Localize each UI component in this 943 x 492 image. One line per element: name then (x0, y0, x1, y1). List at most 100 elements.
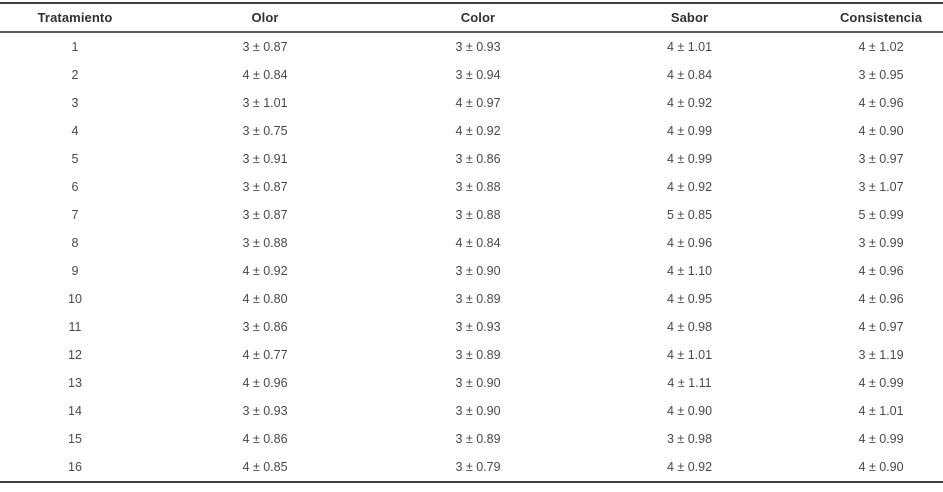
mean-sd-value: 4 ± 0.85 (150, 453, 380, 483)
table-row: 3 3 ± 1.01 4 ± 0.97 4 ± 0.92 4 ± 0.96 (0, 89, 943, 117)
mean-sd-value: 3 ± 0.79 (380, 453, 576, 483)
mean-sd-value: 3 ± 0.88 (455, 180, 501, 194)
mean-sd-value: 5 ± 0.85 (666, 208, 713, 222)
mean-sd-value: 3 ± 1.19 (858, 348, 904, 362)
mean-sd-value: 4 ± 0.99 (666, 124, 713, 138)
mean-sd-value: 4 ± 0.90 (858, 124, 904, 138)
mean-sd-value: 3 ± 0.90 (455, 404, 501, 418)
table-row: 6 3 ± 0.87 3 ± 0.88 4 ± 0.92 3 ± 1.07 (0, 173, 943, 201)
mean-sd-value: 4 ± 1.10 (666, 264, 713, 278)
mean-sd-value: 4 ± 0.92 (666, 180, 713, 194)
treatment-number: 15 (68, 432, 82, 446)
treatment-number: 11 (68, 320, 82, 334)
treatment-number: 4 (71, 124, 79, 138)
mean-sd-value: 3 ± 0.93 (455, 320, 501, 334)
mean-sd-value: 3 ± 0.90 (455, 376, 501, 390)
table-row: 2 4 ± 0.84 3 ± 0.94 4 ± 0.84 3 ± 0.95 (0, 61, 943, 89)
mean-sd-value: 3 ± 0.87 (242, 180, 288, 194)
table-row: 11 3 ± 0.86 3 ± 0.93 4 ± 0.98 4 ± 0.97 (0, 313, 943, 341)
mean-sd-value: 4 ± 1.01 (666, 348, 713, 362)
mean-sd-value: 4 ± 0.96 (858, 264, 904, 278)
mean-sd-value: 3 ± 0.88 (242, 236, 288, 250)
table-row: 15 4 ± 0.86 3 ± 0.89 3 ± 0.98 4 ± 0.99 (0, 425, 943, 453)
mean-sd-value: 4 ± 0.92 (455, 124, 501, 138)
mean-sd-value: 3 ± 0.89 (455, 348, 501, 362)
mean-sd-value: 4 ± 0.96 (242, 376, 288, 390)
mean-sd-value: 4 ± 0.77 (242, 348, 288, 362)
table-row: 10 4 ± 0.80 3 ± 0.89 4 ± 0.95 4 ± 0.96 (0, 285, 943, 313)
mean-sd-value: 3 ± 0.93 (455, 40, 501, 54)
mean-sd-value: 4 ± 0.96 (666, 236, 713, 250)
column-header-olor: Olor (150, 3, 380, 33)
treatment-number: 3 (71, 96, 79, 110)
mean-sd-value: 3 ± 0.94 (455, 68, 501, 82)
mean-sd-value: 4 ± 0.86 (242, 432, 288, 446)
mean-sd-value: 3 ± 0.99 (858, 236, 904, 250)
mean-sd-value: 3 ± 0.87 (242, 208, 288, 222)
column-header-consistencia: Consistencia (791, 3, 943, 33)
treatment-number: 7 (71, 208, 79, 222)
table-row: 9 4 ± 0.92 3 ± 0.90 4 ± 1.10 4 ± 0.96 (0, 257, 943, 285)
column-header-tratamiento: Tratamiento (0, 3, 150, 33)
mean-sd-value: 4 ± 0.80 (242, 292, 288, 306)
mean-sd-value: 4 ± 0.84 (242, 68, 288, 82)
treatment-number: 10 (68, 292, 82, 306)
mean-sd-value: 3 ± 0.91 (242, 152, 288, 166)
mean-sd-value: 3 ± 1.07 (858, 180, 904, 194)
mean-sd-value: 3 ± 0.89 (455, 432, 501, 446)
treatment-number: 9 (71, 264, 79, 278)
mean-sd-value: 4 ± 0.96 (858, 96, 904, 110)
table-row: 4 3 ± 0.75 4 ± 0.92 4 ± 0.99 4 ± 0.90 (0, 117, 943, 145)
mean-sd-value: 3 ± 0.89 (455, 292, 501, 306)
treatment-number: 2 (71, 68, 79, 82)
mean-sd-value: 4 ± 0.84 (455, 236, 501, 250)
table-row: 13 4 ± 0.96 3 ± 0.90 4 ± 1.11 4 ± 0.99 (0, 369, 943, 397)
mean-sd-value: 4 ± 1.01 (666, 40, 713, 54)
column-header-color: Color (380, 3, 576, 33)
table-row: 7 3 ± 0.87 3 ± 0.88 5 ± 0.85 5 ± 0.99 (0, 201, 943, 229)
table-row: 14 3 ± 0.93 3 ± 0.90 4 ± 0.90 4 ± 1.01 (0, 397, 943, 425)
treatment-number: 13 (68, 376, 82, 390)
table-row: 16 4 ± 0.85 3 ± 0.79 4 ± 0.92 4 ± 0.90 (0, 453, 943, 483)
mean-sd-value: 3 ± 0.86 (455, 152, 501, 166)
mean-sd-value: 4 ± 0.98 (666, 320, 713, 334)
mean-sd-value: 3 ± 1.01 (242, 96, 288, 110)
mean-sd-value: 4 ± 0.97 (858, 320, 904, 334)
treatment-number: 5 (71, 152, 79, 166)
mean-sd-value: 3 ± 0.88 (455, 208, 501, 222)
mean-sd-value: 3 ± 0.98 (666, 432, 713, 446)
treatment-number: 6 (71, 180, 79, 194)
mean-sd-value: 4 ± 0.99 (858, 432, 904, 446)
table-body: 1 3 ± 0.87 3 ± 0.93 4 ± 1.01 4 ± 1.02 2 4 ± 0.… (0, 32, 943, 483)
table-row: 1 3 ± 0.87 3 ± 0.93 4 ± 1.01 4 ± 1.02 (0, 32, 943, 61)
treatment-number: 16 (0, 453, 150, 483)
mean-sd-value: 4 ± 1.02 (858, 40, 904, 54)
mean-sd-value: 4 ± 0.95 (666, 292, 713, 306)
treatment-number: 1 (71, 40, 79, 54)
mean-sd-value: 4 ± 0.99 (666, 152, 713, 166)
mean-sd-value: 4 ± 0.99 (858, 376, 904, 390)
table-header: Tratamiento Olor Color Sabor Consistencia (0, 3, 943, 33)
mean-sd-value: 4 ± 0.97 (455, 96, 501, 110)
table-header-row: Tratamiento Olor Color Sabor Consistencia (0, 3, 943, 33)
mean-sd-value: 3 ± 0.97 (858, 152, 904, 166)
treatment-number: 8 (71, 236, 79, 250)
mean-sd-value: 3 ± 0.93 (242, 404, 288, 418)
treatment-number: 12 (68, 348, 82, 362)
mean-sd-value: 4 ± 0.90 (666, 404, 713, 418)
mean-sd-value: 4 ± 1.11 (667, 376, 712, 390)
mean-sd-value: 4 ± 0.90 (791, 453, 943, 483)
mean-sd-value: 3 ± 0.87 (242, 40, 288, 54)
mean-sd-value: 3 ± 0.75 (242, 124, 288, 138)
table-row: 5 3 ± 0.91 3 ± 0.86 4 ± 0.99 3 ± 0.97 (0, 145, 943, 173)
mean-sd-value: 3 ± 0.90 (455, 264, 501, 278)
mean-sd-value: 5 ± 0.99 (858, 208, 904, 222)
table-row: 12 4 ± 0.77 3 ± 0.89 4 ± 1.01 3 ± 1.19 (0, 341, 943, 369)
mean-sd-value: 3 ± 0.95 (858, 68, 904, 82)
table-row: 8 3 ± 0.88 4 ± 0.84 4 ± 0.96 3 ± 0.99 (0, 229, 943, 257)
mean-sd-value: 4 ± 0.84 (666, 68, 713, 82)
mean-sd-value: 4 ± 0.92 (242, 264, 288, 278)
mean-sd-value: 3 ± 0.86 (242, 320, 288, 334)
